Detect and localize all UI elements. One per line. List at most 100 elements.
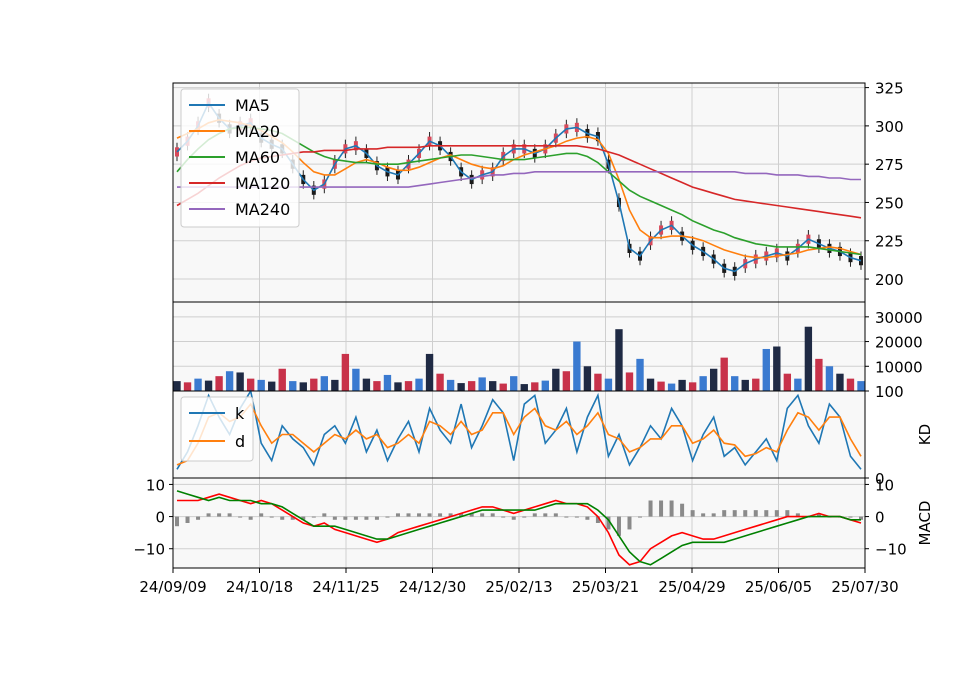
volume-bar [583,366,592,391]
y-axis-label-macd: MACD [916,501,934,546]
macd-histogram-bar [732,510,737,517]
volume-bar [215,376,223,391]
macd-histogram-bar [722,510,727,517]
macd-histogram-bar [743,510,748,517]
panel-kd: 0 100 KD kd [172,383,934,488]
volume-bar [446,379,455,391]
x-tick-label: 24/12/30 [399,578,466,596]
x-tick-label: 25/07/30 [831,578,898,596]
volume-bar [489,381,497,391]
legend-label-k: k [235,404,245,423]
volume-bar [457,383,465,391]
panel-macd: −10 0 10 −10 0 10 MACD [133,476,934,569]
volume-bar [531,382,539,391]
volume-bar [615,329,623,391]
volume-bar [225,371,234,391]
macd-histogram-bar [385,516,390,518]
volume-bar [815,358,823,391]
panel-volume: 10000 20000 30000 [172,301,923,392]
macd-histogram-bar [406,513,411,517]
y-tick-label-left-macd: 10 [146,476,165,494]
x-tick-label: 25/06/05 [745,578,812,596]
x-tick-label: 25/03/21 [572,578,639,596]
macd-histogram-bar [364,516,369,520]
volume-bar [236,372,244,391]
volume-bar [688,382,697,391]
volume-bar [646,378,655,391]
macd-histogram-bar [774,510,779,517]
y-tick-label-macd: 10 [875,476,894,494]
macd-histogram-bar [522,516,527,518]
macd-histogram-bar [175,516,179,527]
volume-bar [752,378,760,391]
candle-body [175,147,179,157]
macd-histogram-bar [438,513,443,517]
volume-bar [467,381,476,391]
macd-histogram-bar [490,513,495,517]
macd-histogram-bar [564,516,569,518]
y-tick-label-volume: 30000 [875,309,923,327]
x-tick-label: 25/04/29 [658,578,725,596]
volume-bar [341,353,350,391]
volume-bar [825,366,834,391]
macd-histogram-bar [638,516,643,518]
volume-bar [804,326,813,391]
macd-histogram-bar [659,500,664,517]
volume-bar [604,378,613,391]
macd-histogram-bar [764,510,769,517]
y-tick-label-kd: 0 [875,470,885,488]
volume-bar [204,380,213,391]
macd-histogram-bar [553,513,558,517]
volume-bar [278,368,286,391]
volume-bar [373,381,381,391]
volume-bar [720,357,728,391]
macd-histogram-bar [280,516,285,520]
volume-bar [541,380,549,391]
x-tick-label: 24/10/18 [226,578,293,596]
y-tick-label-price: 300 [875,118,904,136]
y-tick-label-price: 275 [875,156,904,174]
macd-histogram-bar [680,503,685,517]
y-tick-label-price: 325 [875,80,904,98]
macd-histogram-bar [511,516,516,520]
volume-bar [857,381,865,391]
macd-histogram-bar [859,516,863,520]
panel-price: 200 225 250 275 300 325 MA5 MA20 MA60 MA120 MA240 [172,80,904,303]
macd-histogram-bar [648,500,653,517]
volume-bar [320,376,329,391]
macd-histogram-bar [795,513,800,517]
volume-bar [762,348,770,391]
volume-bar [436,373,444,391]
series-line-dif [177,493,862,566]
legend-box-price [180,88,300,228]
volume-bar [510,376,518,391]
macd-histogram-bar [332,516,337,520]
x-tick-label: 25/02/13 [485,578,552,596]
macd-histogram-bar [595,516,600,523]
volume-bar [731,376,739,391]
volume-bar [699,376,707,391]
volume-bar [394,382,402,391]
macd-histogram-bar [459,513,464,517]
macd-histogram-bar [374,516,379,520]
macd-histogram-bar [816,513,821,517]
volume-bar [289,381,297,391]
volume-bar [667,383,676,391]
macd-histogram-bar [301,516,306,520]
x-tick-label: 24/11/25 [312,578,379,596]
macd-histogram-bar [711,513,716,517]
volume-bar [246,378,255,391]
macd-histogram-bar [322,513,327,517]
legend-label-ma5: MA5 [235,96,270,115]
macd-histogram-bar [343,516,348,520]
volume-bar [520,384,528,391]
y-tick-label-left-macd: 0 [155,509,165,527]
macd-histogram-bar [627,516,632,530]
volume-bar [183,382,192,391]
legend-label-ma60: MA60 [235,148,280,167]
volume-bar [299,382,307,391]
macd-histogram-bar [785,510,790,517]
y-axis-label-kd: KD [916,424,934,445]
volume-bar [773,346,781,391]
volume-bar [783,373,792,391]
